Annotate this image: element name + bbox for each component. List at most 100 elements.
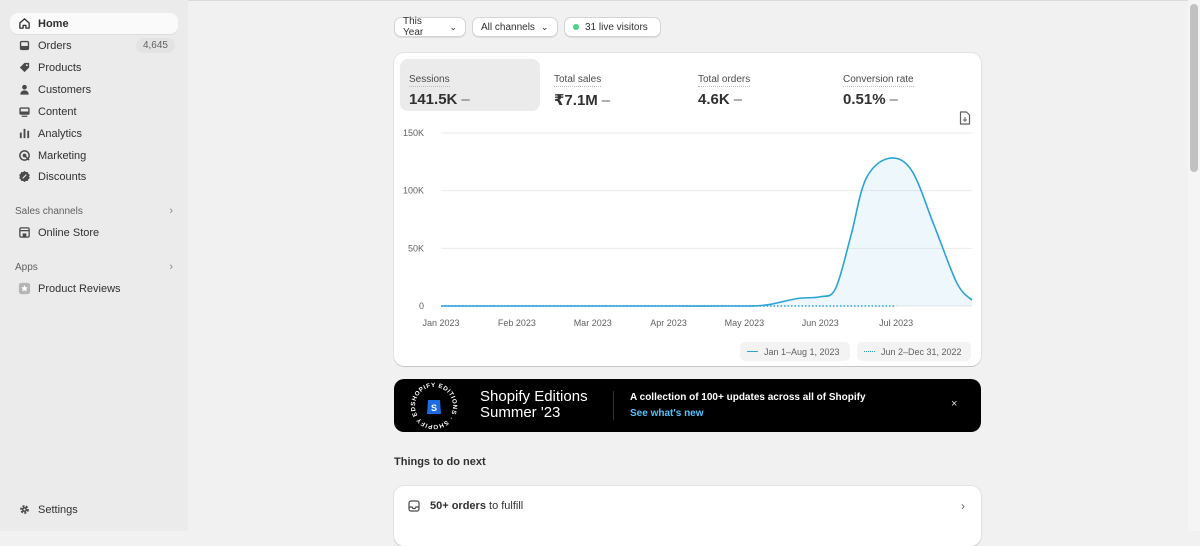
- bar-chart-icon: [17, 127, 31, 141]
- metric-total-sales[interactable]: Total sales ₹7.1M –: [545, 59, 685, 111]
- x-tick-label: Feb 2023: [498, 318, 536, 328]
- sidebar-item-online-store[interactable]: Online Store: [10, 222, 178, 243]
- x-tick-label: Jun 2023: [802, 318, 839, 328]
- live-visitors-label: 31 live visitors: [585, 21, 648, 33]
- y-tick-label: 150K: [403, 128, 424, 138]
- banner-divider: [613, 391, 614, 420]
- y-tick-label: 0: [419, 301, 424, 311]
- scrollbar-thumb[interactable]: [1190, 4, 1198, 172]
- sidebar-item-label: Settings: [38, 503, 78, 516]
- sidebar-item-discounts[interactable]: Discounts: [10, 166, 178, 187]
- y-tick-label: 50K: [408, 243, 424, 253]
- sessions-series-line: [441, 157, 973, 307]
- sidebar-item-products[interactable]: Products: [10, 57, 178, 78]
- sidebar-item-product-reviews[interactable]: Product Reviews: [10, 278, 178, 299]
- sidebar-item-home[interactable]: Home: [10, 13, 178, 34]
- todo-row-orders[interactable]: 50+ orders to fulfill ›: [394, 486, 981, 526]
- metric-sessions[interactable]: Sessions 141.5K –: [400, 59, 540, 111]
- todo-card: 50+ orders to fulfill ›: [394, 486, 981, 546]
- inbox-icon: [408, 500, 420, 512]
- tag-icon: [17, 61, 31, 75]
- x-tick-label: Jan 2023: [422, 318, 459, 328]
- x-tick-label: May 2023: [725, 318, 765, 328]
- svg-text:S: S: [431, 403, 437, 413]
- sidebar-item-label: Marketing: [38, 149, 87, 162]
- gear-icon: [17, 503, 31, 517]
- metric-label: Total orders: [698, 74, 751, 87]
- metric-value: 141.5K –: [409, 91, 470, 108]
- date-range-dropdown[interactable]: This Year ⌄: [394, 16, 466, 38]
- sidebar-item-label: Customers: [38, 83, 92, 96]
- sidebar: Home Orders 4,645 Products Customers Con…: [0, 0, 188, 531]
- apps-section[interactable]: Apps ›: [15, 259, 175, 275]
- orders-count-badge: 4,645: [135, 38, 175, 53]
- metric-conversion-rate[interactable]: Conversion rate 0.51% –: [834, 59, 974, 111]
- legend-solid-swatch: [747, 351, 758, 352]
- legend-label: Jun 2–Dec 31, 2022: [881, 346, 962, 357]
- shopify-editions-banner[interactable]: SHOPIFY EDITIONS · SHOPIFY EDITIONS S Sh…: [394, 379, 981, 432]
- sidebar-item-orders[interactable]: Orders 4,645: [10, 35, 178, 56]
- inbox-icon: [17, 39, 31, 53]
- chevron-down-icon: ⌄: [449, 21, 457, 32]
- chevron-right-icon: ›: [169, 261, 173, 273]
- export-report-icon[interactable]: [959, 111, 971, 125]
- legend-comparison-period[interactable]: Jun 2–Dec 31, 2022: [857, 342, 971, 361]
- metric-label: Conversion rate: [843, 74, 914, 87]
- sidebar-item-label: Products: [38, 61, 82, 74]
- metric-value: ₹7.1M –: [554, 92, 611, 109]
- chevron-right-icon: ›: [169, 205, 173, 217]
- sidebar-item-customers[interactable]: Customers: [10, 79, 178, 100]
- x-tick-label: Mar 2023: [574, 318, 612, 328]
- chevron-down-icon: ⌄: [540, 21, 549, 32]
- see-whats-new-link[interactable]: See what's new: [630, 408, 704, 419]
- banner-message: A collection of 100+ updates across all …: [630, 392, 866, 403]
- live-status-dot: [573, 24, 579, 30]
- sessions-line-chart: 150K 100K 50K 0 Jan 2023 Feb 2023 Mar 2023 Apr …: [403, 128, 973, 328]
- close-icon[interactable]: ×: [951, 398, 958, 410]
- x-tick-label: Jul 2023: [879, 318, 913, 328]
- date-range-label: This Year: [403, 16, 424, 38]
- todo-text: 50+ orders to fulfill: [430, 500, 524, 512]
- sidebar-item-label: Analytics: [38, 127, 83, 140]
- metric-label: Sessions: [409, 74, 450, 87]
- x-tick-label: Apr 2023: [650, 318, 687, 328]
- metric-value: 0.51% –: [843, 91, 898, 108]
- legend-dotted-swatch: [864, 351, 875, 352]
- series-area: [441, 157, 972, 307]
- home-icon: [17, 17, 31, 31]
- top-divider: [188, 0, 1200, 1]
- todo-heading: Things to do next: [394, 456, 486, 468]
- content-icon: [17, 105, 31, 119]
- star-app-icon: [17, 282, 31, 296]
- sidebar-item-content[interactable]: Content: [10, 101, 178, 122]
- metric-value: 4.6K –: [698, 91, 743, 108]
- sidebar-item-label: Orders: [38, 39, 72, 52]
- sidebar-item-label: Online Store: [38, 226, 100, 239]
- metric-total-orders[interactable]: Total orders 4.6K –: [689, 59, 829, 111]
- legend-label: Jan 1–Aug 1, 2023: [764, 346, 840, 357]
- analytics-card: Sessions 141.5K – Total sales ₹7.1M – Tota…: [394, 53, 981, 366]
- channels-dropdown[interactable]: All channels ⌄: [472, 17, 558, 37]
- live-visitors-button[interactable]: 31 live visitors: [564, 17, 661, 37]
- sidebar-item-label: Product Reviews: [38, 282, 121, 295]
- chevron-right-icon: ›: [961, 499, 965, 513]
- section-heading: Apps: [15, 261, 38, 273]
- legend-current-period[interactable]: Jan 1–Aug 1, 2023: [740, 342, 850, 361]
- shopify-editions-badge: SHOPIFY EDITIONS · SHOPIFY EDITIONS S: [408, 380, 458, 430]
- channels-label: All channels: [481, 21, 535, 33]
- target-icon: [17, 149, 31, 163]
- sales-channels-section[interactable]: Sales channels ›: [15, 203, 175, 219]
- discount-icon: [17, 170, 31, 184]
- store-icon: [17, 226, 31, 240]
- person-icon: [17, 83, 31, 97]
- banner-title: Shopify Editions Summer '23: [480, 388, 588, 421]
- sidebar-item-label: Discounts: [38, 170, 87, 183]
- scrollbar[interactable]: [1188, 0, 1200, 531]
- section-heading: Sales channels: [15, 205, 83, 217]
- y-tick-label: 100K: [403, 186, 424, 196]
- sidebar-item-settings[interactable]: Settings: [10, 499, 178, 520]
- metric-label: Total sales: [554, 74, 602, 87]
- sidebar-item-marketing[interactable]: Marketing: [10, 145, 178, 166]
- sidebar-item-label: Home: [38, 17, 69, 30]
- sidebar-item-analytics[interactable]: Analytics: [10, 123, 178, 144]
